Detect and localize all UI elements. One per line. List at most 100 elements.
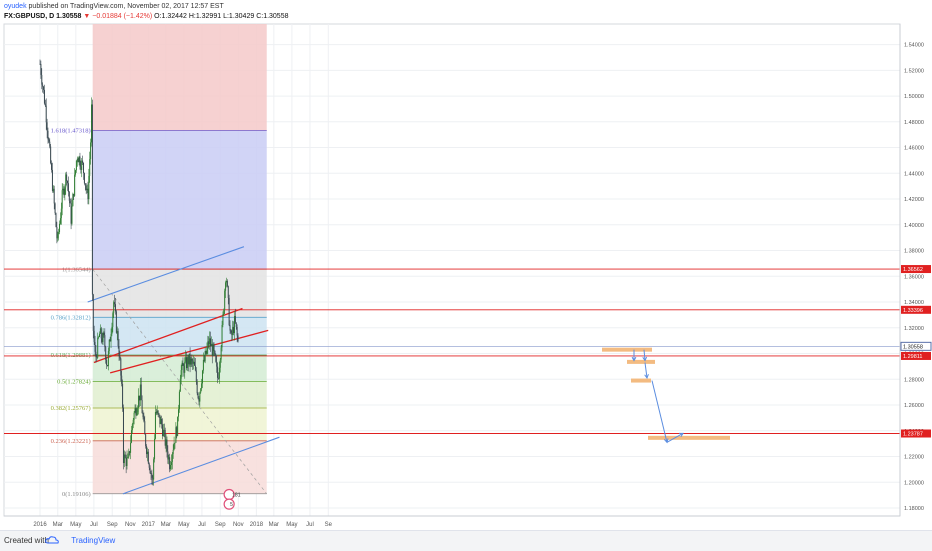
candle-up (113, 302, 115, 314)
candle-down (144, 421, 146, 435)
candle-down (96, 357, 98, 358)
candle-down (117, 331, 119, 347)
candle-up (202, 359, 204, 371)
candle-down (229, 325, 231, 331)
candle-up (199, 392, 201, 402)
candle-up (218, 367, 220, 379)
fibonacci-retracement: 1.618(1.47318) 1(1.36544) 0.786(1.32812) 0.… (51, 24, 268, 498)
candle-up (175, 427, 177, 443)
candle-down (208, 341, 210, 345)
x-tick-label: Mar (161, 522, 171, 528)
candle-up (131, 424, 133, 431)
candle-down (109, 339, 111, 342)
candle-up (177, 416, 179, 437)
candle-down (169, 457, 171, 470)
y-tick-label: 1.40000 (904, 223, 924, 229)
x-tick-label: Jul (90, 522, 98, 528)
candle-down (167, 451, 169, 460)
candle-down (84, 183, 86, 186)
tradingview-brand-link[interactable]: TradingView (71, 536, 116, 545)
candle-down (48, 139, 50, 142)
close-value: 1.30558 (263, 13, 289, 20)
candle-down (217, 366, 219, 378)
candle-down (55, 213, 57, 227)
candle-up (107, 350, 109, 367)
candle-down (114, 304, 116, 312)
candle-down (39, 63, 41, 65)
price-tag (901, 305, 931, 314)
candle-up (172, 449, 174, 454)
upper-blue-channel-line (87, 246, 245, 303)
candle-up (127, 456, 129, 458)
candle-up (146, 451, 148, 455)
price-chart[interactable]: 1.618(1.47318) 1(1.36544) 0.786(1.32812) 0.… (0, 0, 932, 530)
projection-arrow (651, 380, 668, 443)
price-tag-label: 1.23787 (903, 432, 923, 438)
candle-down (92, 294, 94, 331)
fib-zone (92, 24, 267, 131)
candle-up (190, 358, 192, 365)
fib-zone (92, 130, 267, 270)
candle-down (67, 180, 69, 184)
candle-down (69, 200, 71, 204)
projection-arrow-head (642, 356, 648, 362)
candle-down (85, 185, 87, 190)
fib-trend-dashed-line (92, 269, 268, 495)
y-tick-label: 1.34000 (904, 300, 924, 306)
candle-down (118, 346, 120, 357)
candle-up (180, 370, 182, 379)
candle-up (72, 193, 74, 207)
candle-down (91, 104, 93, 295)
candle-down (83, 162, 85, 174)
fib-level-label: 0(1.19106) (62, 491, 91, 498)
fib-level-label: 0.5(1.27824) (57, 379, 91, 386)
candle-down (87, 188, 89, 200)
candle-down (51, 163, 53, 170)
candle-down (125, 457, 127, 466)
candle-down (56, 226, 58, 239)
x-tick-label: 2018 (250, 522, 264, 528)
candle-down (149, 467, 151, 474)
candle-down (197, 393, 199, 399)
candle-up (184, 361, 186, 373)
x-tick-label: May (286, 522, 297, 528)
candle-down (157, 410, 159, 414)
x-tick-label: Nov (125, 522, 136, 528)
candle-up (201, 383, 203, 389)
candle-down (70, 203, 72, 224)
candle-down (101, 338, 103, 342)
candle-down (122, 407, 124, 464)
candle-down (46, 122, 48, 131)
event-marker-label: 181 (232, 492, 241, 498)
price-tag-label: 1.33396 (903, 308, 923, 314)
lower-red-trend-line (109, 329, 269, 374)
candle-up (58, 232, 60, 235)
price-tag (901, 265, 931, 274)
event-marker-label: 5 (230, 502, 233, 508)
candle-up (212, 344, 214, 356)
candle-down (162, 424, 164, 437)
candle-up (65, 174, 67, 188)
candle-down (114, 302, 116, 305)
created-with-label: Created with (4, 536, 49, 545)
candle-up (170, 464, 172, 470)
candle-up (99, 328, 101, 334)
last-price-tag (900, 341, 932, 351)
candle-up (64, 187, 66, 196)
symbol-label[interactable]: FX:GBPUSD, D (4, 13, 55, 20)
x-tick-label: May (178, 522, 189, 528)
publish-text: published on TradingView.com, November 0… (28, 3, 224, 10)
candle-down (198, 398, 200, 402)
candle-down (152, 477, 154, 480)
y-tick-label: 1.38000 (904, 249, 924, 255)
candle-up (193, 361, 195, 364)
candle-down (226, 280, 228, 287)
candle-up (186, 357, 188, 369)
close-label: C: (256, 13, 264, 20)
target-zone-orange (627, 359, 655, 364)
x-tick-label: Mar (269, 522, 279, 528)
author-link[interactable]: oyudek (4, 3, 27, 10)
candle-down (141, 400, 143, 414)
candle-down (41, 74, 43, 85)
candle-up (154, 438, 156, 460)
